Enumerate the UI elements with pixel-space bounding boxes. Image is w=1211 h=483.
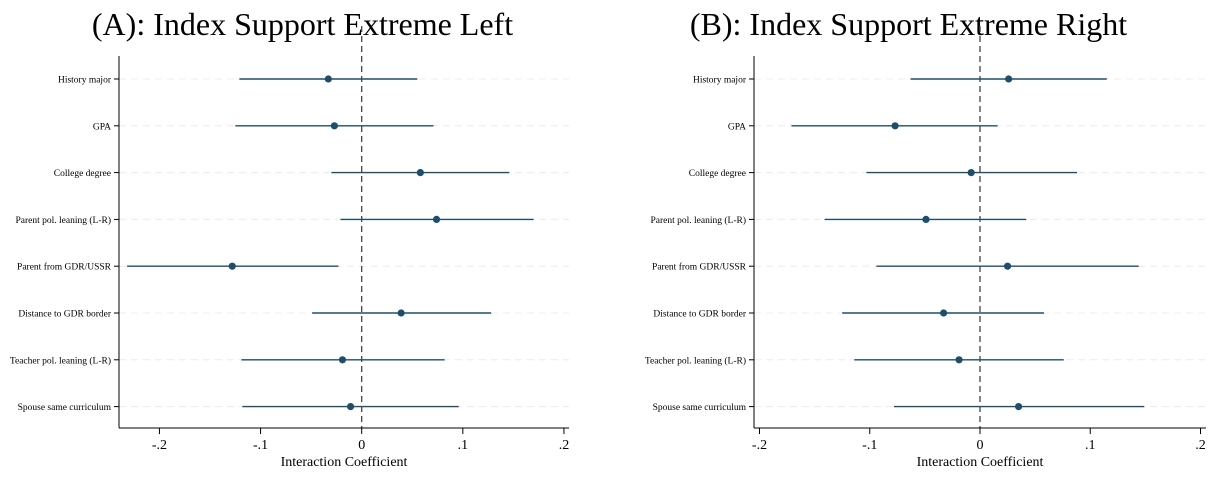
y-tick-label: Teacher pol. leaning (L-R): [10, 355, 111, 366]
point-estimate: [891, 122, 899, 130]
y-tick-label: Parent pol. leaning (L-R): [15, 215, 111, 226]
x-tick-label: 0: [358, 438, 365, 453]
panel-b: -.2 -.1 0 .1 .2 Interaction Coefficient Histor…: [645, 26, 1206, 470]
panel-a: -.2 -.1 0 .1 .2 Interaction Coefficient Histor…: [10, 26, 569, 470]
point-estimate: [330, 122, 338, 130]
panel-b-title: (B): Index Support Extreme Right: [689, 6, 1128, 42]
point-estimate: [397, 309, 405, 317]
y-tick-label: GPA: [93, 122, 111, 132]
point-estimate: [416, 169, 424, 177]
y-tick-label: Distance to GDR border: [653, 310, 746, 320]
x-tick-label: .1: [458, 438, 469, 453]
y-tick-label: GPA: [728, 122, 746, 132]
y-tick-label: Teacher pol. leaning (L-R): [645, 355, 746, 366]
y-tick-label: History major: [58, 76, 112, 86]
x-axis-label: Interaction Coefficient: [917, 455, 1044, 470]
y-tick-label: History major: [693, 76, 747, 86]
y-tick-label: Parent pol. leaning (L-R): [650, 215, 746, 226]
y-tick-label: Spouse same curriculum: [653, 403, 747, 413]
panel-a-title: (A): Index Support Extreme Left: [91, 6, 514, 42]
point-estimate: [955, 356, 963, 364]
y-tick-label: Distance to GDR border: [18, 310, 111, 320]
point-estimate: [1014, 403, 1023, 411]
point-estimate: [346, 403, 355, 411]
x-tick-label: .1: [1085, 438, 1096, 453]
x-axis-label: Interaction Coefficient: [281, 455, 408, 470]
y-tick-label: College degree: [54, 169, 111, 179]
point-estimate: [922, 215, 930, 223]
point-estimate: [324, 75, 332, 83]
x-tick-label: -.2: [152, 438, 167, 453]
point-estimate: [228, 262, 236, 270]
point-estimate: [338, 356, 347, 364]
point-estimate: [1005, 75, 1013, 83]
y-tick-label: Parent from GDR/USSR: [17, 262, 112, 273]
y-tick-label: Parent from GDR/USSR: [652, 262, 747, 273]
y-tick-label: College degree: [689, 169, 746, 179]
x-tick-label: .2: [1195, 438, 1206, 453]
x-tick-label: -.2: [752, 438, 767, 453]
x-tick-label: -.1: [253, 438, 268, 453]
point-estimate: [940, 309, 948, 317]
x-tick-label: .2: [559, 438, 570, 453]
x-tick-label: 0: [977, 438, 984, 453]
x-tick-label: -.1: [862, 438, 877, 453]
y-tick-label: Spouse same curriculum: [18, 403, 112, 413]
point-estimate: [967, 169, 975, 177]
point-estimate: [432, 215, 441, 223]
point-estimate: [1003, 262, 1012, 270]
